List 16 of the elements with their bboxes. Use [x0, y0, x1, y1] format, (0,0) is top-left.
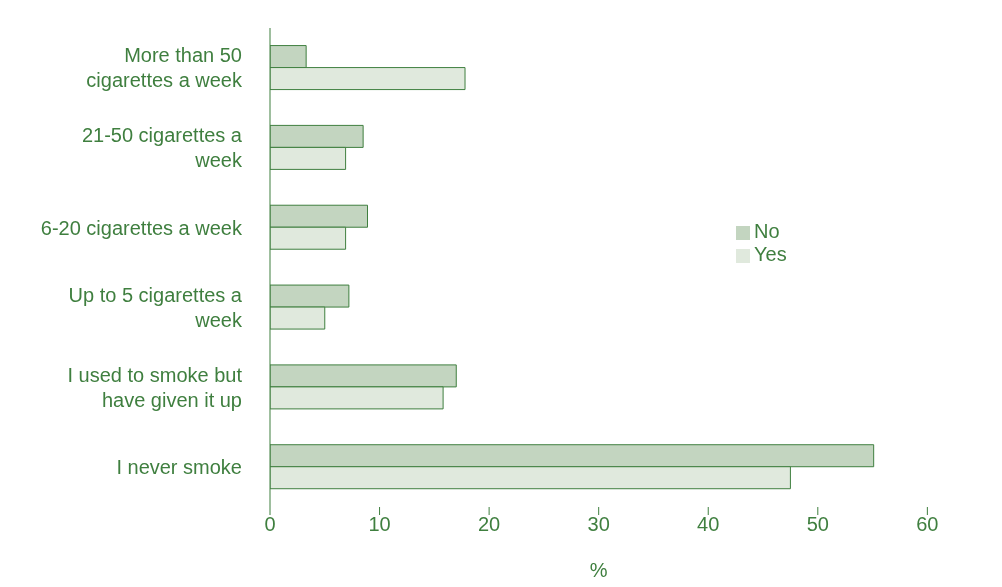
y-tick-label: Up to 5 cigarettes a week [68, 283, 243, 331]
x-tick-label: 0 [264, 513, 276, 536]
x-tick-label: 20 [477, 513, 501, 536]
legend-label: No [754, 220, 780, 242]
y-tick-label: I never smoke [116, 456, 242, 479]
x-tick-label: 10 [368, 513, 391, 536]
y-tick-label: More than 50 cigarettes a week [86, 44, 243, 92]
y-tick-label: I used to smoke but have given it up [67, 363, 243, 411]
x-axis-title: % [589, 559, 608, 581]
x-tick-label: 40 [697, 513, 720, 536]
legend-label: Yes [754, 243, 787, 265]
y-tick-label: 21-50 cigarettes a week [81, 124, 243, 172]
x-tick-label: 50 [806, 513, 829, 536]
x-tick-label: 60 [916, 513, 939, 536]
y-tick-label: 6-20 cigarettes a week [40, 216, 243, 239]
x-tick-label: 30 [587, 513, 610, 536]
